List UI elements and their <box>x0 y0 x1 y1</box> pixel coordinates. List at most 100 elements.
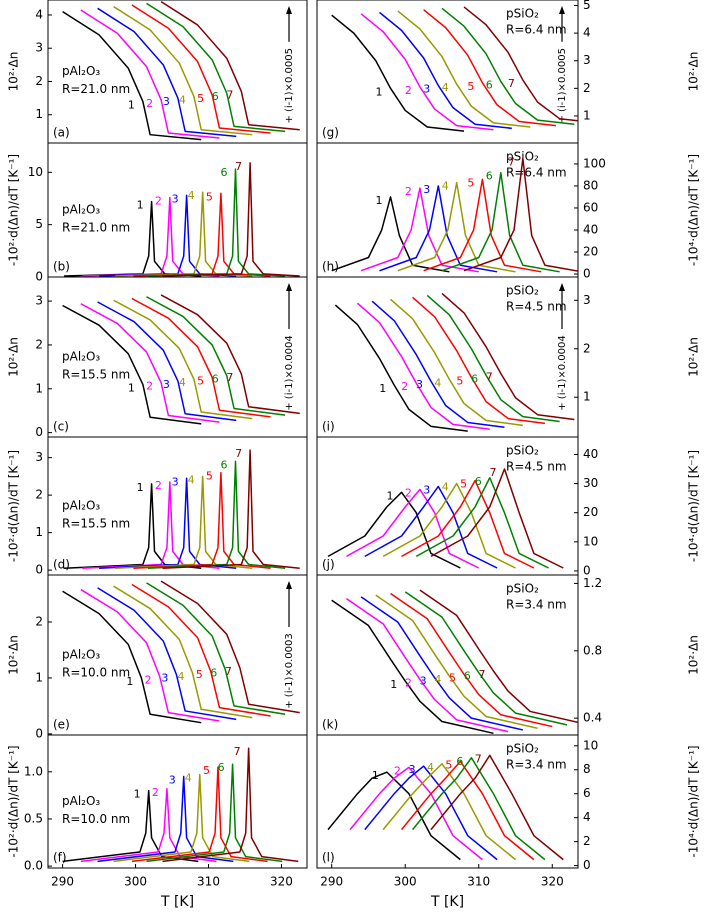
curve <box>146 763 283 863</box>
curve <box>160 580 300 714</box>
y-tick-label: 0 <box>583 563 591 577</box>
offset-note: + (i-1)×0.0004 <box>284 335 295 410</box>
y-axis-title: 10²·Δn <box>7 52 21 92</box>
x-axis-title: T [K] <box>160 894 194 910</box>
y-tick-label: 4 <box>35 7 43 21</box>
curve-label: 4 <box>434 376 441 389</box>
material: pSiO₂ <box>506 7 539 21</box>
curve-label: 4 <box>427 761 434 774</box>
y-axis-title: -10⁴·d(Δn)/dT [K⁻¹] <box>687 450 701 562</box>
curve-label: 5 <box>206 470 213 483</box>
curve-label: 6 <box>218 761 225 774</box>
curve <box>364 765 498 861</box>
curves <box>62 747 299 863</box>
y-tick-label: 30 <box>583 476 598 490</box>
y-tick-label: 3 <box>35 41 43 55</box>
curve <box>97 587 237 721</box>
curve <box>441 171 560 273</box>
y-axis-title: -10²·d(Δn)/dT [K⁻¹] <box>7 450 21 562</box>
y-axis-title: -10²·d(Δn)/dT [K⁻¹] <box>7 154 21 266</box>
y-tick-label: 2 <box>583 341 591 355</box>
curve <box>382 763 516 861</box>
curve-label: 7 <box>235 447 242 460</box>
y-tick-label: 1 <box>35 525 43 539</box>
curve <box>360 187 479 273</box>
y-tick-label: 3 <box>35 294 43 308</box>
curve-label: 6 <box>212 373 219 386</box>
curve <box>113 299 253 420</box>
curve <box>97 7 237 138</box>
panel-letter: (d) <box>53 558 70 572</box>
curve <box>97 301 237 422</box>
curve <box>382 482 516 569</box>
curve-label: 1 <box>128 98 135 111</box>
radius: R=15.5 nm <box>62 517 130 531</box>
y-tick-label: 0.4 <box>583 711 602 725</box>
panel-letter: (h) <box>322 260 339 274</box>
panel-letter: (k) <box>322 718 338 732</box>
curves <box>331 589 578 735</box>
material: pSiO₂ <box>506 284 539 298</box>
curve-label: 1 <box>379 382 386 395</box>
x-tick-label: 300 <box>394 875 417 889</box>
curve-label: 2 <box>394 764 401 777</box>
curves <box>327 754 564 861</box>
y-axis-title: 10²·Δn <box>687 635 701 675</box>
material: pSiO₂ <box>506 582 539 596</box>
panel-letter: (g) <box>322 126 339 140</box>
y-tick-label: 0.8 <box>583 643 602 657</box>
curve <box>441 7 575 125</box>
curve-label: 4 <box>185 772 192 785</box>
y-tick-label: 0 <box>35 726 43 740</box>
y-tick-label: 6 <box>583 786 591 800</box>
curve-label: 4 <box>179 376 186 389</box>
curve-label: 3 <box>416 378 423 391</box>
curve <box>113 585 253 719</box>
curve <box>131 297 271 418</box>
curve-label: 4 <box>188 189 195 202</box>
curve-label: 3 <box>420 675 427 688</box>
curve-label: 2 <box>405 486 412 499</box>
curve <box>415 477 549 569</box>
curve-label: 3 <box>423 83 430 96</box>
radius: R=15.5 nm <box>62 368 130 382</box>
curve <box>411 757 546 861</box>
curve-label: 2 <box>405 185 412 198</box>
material: pSiO₂ <box>506 150 539 164</box>
curve-label: 7 <box>475 752 482 765</box>
offset-arrowhead <box>286 283 292 291</box>
curve <box>463 6 578 122</box>
curve-label: 3 <box>163 95 170 108</box>
plot-frame <box>316 436 579 576</box>
y-tick-label: 3 <box>35 450 43 464</box>
curve-label: 6 <box>210 667 217 680</box>
y-tick-label: 2 <box>35 488 43 502</box>
curve-label: 5 <box>206 190 213 203</box>
y-tick-label: 1 <box>35 381 43 395</box>
y-tick-label: 1 <box>35 670 43 684</box>
curve-label: 2 <box>401 380 408 393</box>
curve <box>364 485 498 569</box>
curve <box>360 13 494 131</box>
y-tick-label: 4 <box>583 810 591 824</box>
y-tick-label: 20 <box>583 245 598 259</box>
curves <box>327 468 564 569</box>
curve <box>131 4 271 134</box>
curve-label: 2 <box>155 194 162 207</box>
radius: R=10.0 nm <box>62 812 130 826</box>
y-tick-label: 5 <box>35 217 43 231</box>
y-tick-label: 60 <box>583 200 598 214</box>
radius: R=10.0 nm <box>62 666 130 680</box>
radius: R=21.0 nm <box>62 221 130 235</box>
curve <box>412 296 546 425</box>
y-tick-label: 0 <box>583 267 591 281</box>
x-tick-label: 300 <box>124 875 147 889</box>
curve-label: 1 <box>390 678 397 691</box>
curve <box>162 162 300 277</box>
curve <box>334 304 468 432</box>
curve-label: 1 <box>137 481 144 494</box>
curve <box>390 298 523 427</box>
plot-frame <box>316 734 579 869</box>
curve-label: 5 <box>445 758 452 771</box>
